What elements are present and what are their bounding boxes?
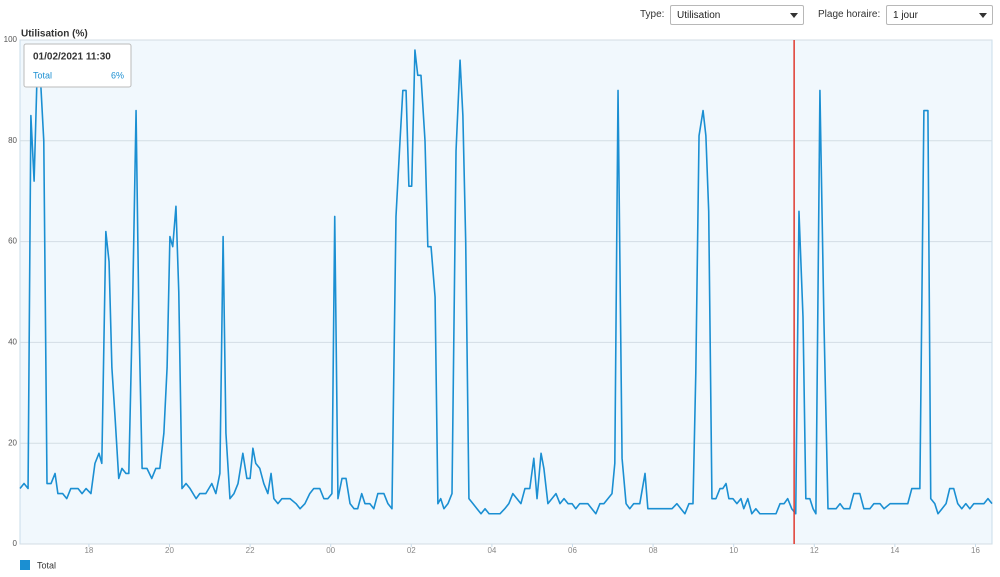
- x-tick-label: 14: [890, 546, 899, 555]
- x-tick-label: 06: [568, 546, 577, 555]
- tooltip-title: 01/02/2021 11:30: [33, 52, 111, 63]
- x-tick-label: 12: [810, 546, 819, 555]
- x-tick-label: 02: [407, 546, 416, 555]
- y-tick-label: 0: [13, 539, 18, 548]
- x-tick-label: 16: [971, 546, 980, 555]
- tooltip-box: [23, 43, 132, 88]
- type-value: Utilisation: [677, 10, 721, 21]
- tooltip-value: 6%: [111, 70, 124, 80]
- x-tick-label: 18: [84, 546, 93, 555]
- dropdown-arrow: [790, 13, 798, 18]
- x-tick-label: 04: [487, 546, 496, 555]
- y-tick-label: 60: [8, 237, 17, 246]
- y-tick-label: 40: [8, 338, 17, 347]
- range-label: Plage horaire:: [818, 9, 881, 20]
- x-tick-label: 08: [649, 546, 658, 555]
- dropdown-arrow: [979, 13, 987, 18]
- y-tick-label: 20: [8, 438, 17, 447]
- x-tick-label: 22: [246, 546, 255, 555]
- x-tick-label: 10: [729, 546, 738, 555]
- x-tick-label: 20: [165, 546, 174, 555]
- x-tick-label: 00: [326, 546, 335, 555]
- legend-label: Total: [37, 560, 56, 570]
- y-tick-label: 100: [4, 35, 18, 44]
- range-select[interactable]: 1 jour: [886, 5, 993, 25]
- range-value: 1 jour: [893, 10, 919, 21]
- data-line: [19, 49, 993, 515]
- plot-area: [19, 39, 993, 545]
- chart-title: Utilisation (%): [21, 29, 88, 40]
- tooltip-series: Total: [33, 70, 52, 80]
- type-select[interactable]: Utilisation: [670, 5, 804, 25]
- type-label: Type:: [640, 9, 665, 20]
- y-tick-label: 80: [8, 136, 17, 145]
- legend-swatch: [20, 560, 30, 570]
